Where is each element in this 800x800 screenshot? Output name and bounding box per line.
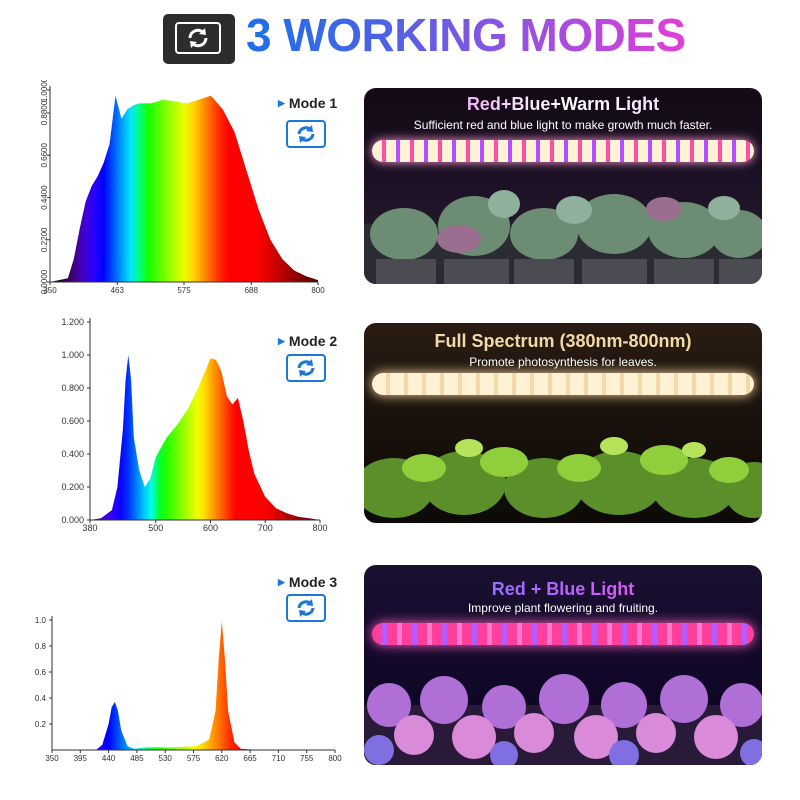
mode-2-label: ▶ Mode 2 [278,333,338,349]
x-tick-label: 575 [187,754,201,763]
x-tick-label: 600 [203,523,218,533]
x-tick-label: 620 [215,754,229,763]
mode-1-photo-panel: Red+Blue+Warm Light Sufficient red and b… [364,88,762,284]
spectrum-chart-mode-3: 350 395 440 485 530 575 620 665 710 755 800 0.2 0.4 0… [35,616,342,763]
panel-subtitle: Sufficient red and blue light to make gr… [413,118,713,132]
triangle-bullet-icon: ▶ [278,336,285,346]
x-tick-label: 380 [82,523,97,533]
mode-3-photo-panel: Red + Blue Light Improve plant flowering… [364,565,762,765]
x-tick-label: 755 [300,754,314,763]
x-tick-label: 800 [312,523,327,533]
x-tick-label: 530 [159,754,173,763]
y-tick-label: 0.2 [35,720,47,729]
panel-title: Red+Blue+Warm Light [364,94,762,115]
x-tick-label: 575 [177,286,191,295]
spectrum-area [50,95,318,282]
triangle-bullet-icon: ▶ [278,577,285,587]
header: 3 WORKING MODES [0,0,800,80]
y-tick-label: 0.200 [61,482,84,492]
y-tick-label: 0.800 [61,383,84,393]
x-tick-label: 485 [130,754,144,763]
succulent-plants-image [364,190,762,284]
x-tick-label: 440 [102,754,116,763]
mode-1-label: ▶ Mode 1 [278,95,338,111]
y-tick-label: 0.4 [35,694,47,703]
led-light-bar [372,623,754,645]
y-tick-label: 0.2200 [40,227,49,252]
x-tick-label: 350 [45,754,59,763]
hydrangea-flowers-image [364,674,762,765]
spectrum-area [90,355,320,520]
x-tick-label: 688 [245,286,259,295]
y-tick-label: 0.6600 [40,142,49,167]
page-title: 3 WORKING MODES [246,9,686,61]
y-tick-label: 0.000 [61,515,84,525]
mode-switch-icon-box [163,14,235,64]
refresh-arrows-icon [286,120,326,148]
panel-title: Full Spectrum (380nm-800nm) [434,331,692,351]
x-tick-label: 463 [111,286,125,295]
mode-2-photo-panel: Full Spectrum (380nm-800nm) Promote phot… [364,323,762,523]
y-tick-label: 1.000 [61,350,84,360]
x-tick-label: 710 [272,754,286,763]
y-tick-label: 1.0 [35,616,47,625]
triangle-bullet-icon: ▶ [278,98,285,108]
y-tick-label: 0.8 [35,642,47,651]
spectrum-area [52,621,335,750]
x-tick-label: 800 [311,286,325,295]
x-tick-label: 395 [74,754,88,763]
y-tick-label: 0.400 [61,449,84,459]
panel-title: Red + Blue Light [364,579,762,600]
mode-3-label: ▶ Mode 3 [278,574,338,590]
spectrum-chart-mode-1: 350 463 575 688 800 0.0000 0.2200 0.4400 0.6600 0… [40,80,325,295]
refresh-arrows-icon [175,22,221,54]
refresh-arrows-icon [286,594,326,622]
led-light-bar [372,373,754,395]
y-tick-label: 1.0000 [40,80,49,102]
spectrum-chart-mode-2: 380 500 600 700 800 0.000 0.200 0.400 0.600 0.800… [61,317,327,533]
y-tick-label: 0.600 [61,416,84,426]
x-tick-label: 700 [258,523,273,533]
basil-plants-image [364,437,762,518]
x-tick-label: 350 [43,286,57,295]
x-tick-label: 800 [328,754,342,763]
panel-subtitle: Improve plant flowering and fruiting. [467,601,659,615]
panel-subtitle: Promote photosynthesis for leaves. [469,355,657,369]
y-tick-label: 0.8800 [40,100,49,125]
y-tick-label: 0.4400 [40,185,49,210]
y-tick-label: 0.6 [35,668,47,677]
y-tick-label: 1.200 [61,317,84,327]
x-tick-label: 665 [243,754,257,763]
refresh-arrows-icon [286,354,326,382]
y-tick-label: 0.0000 [40,269,49,294]
led-light-bar [372,140,754,162]
x-tick-label: 500 [148,523,163,533]
